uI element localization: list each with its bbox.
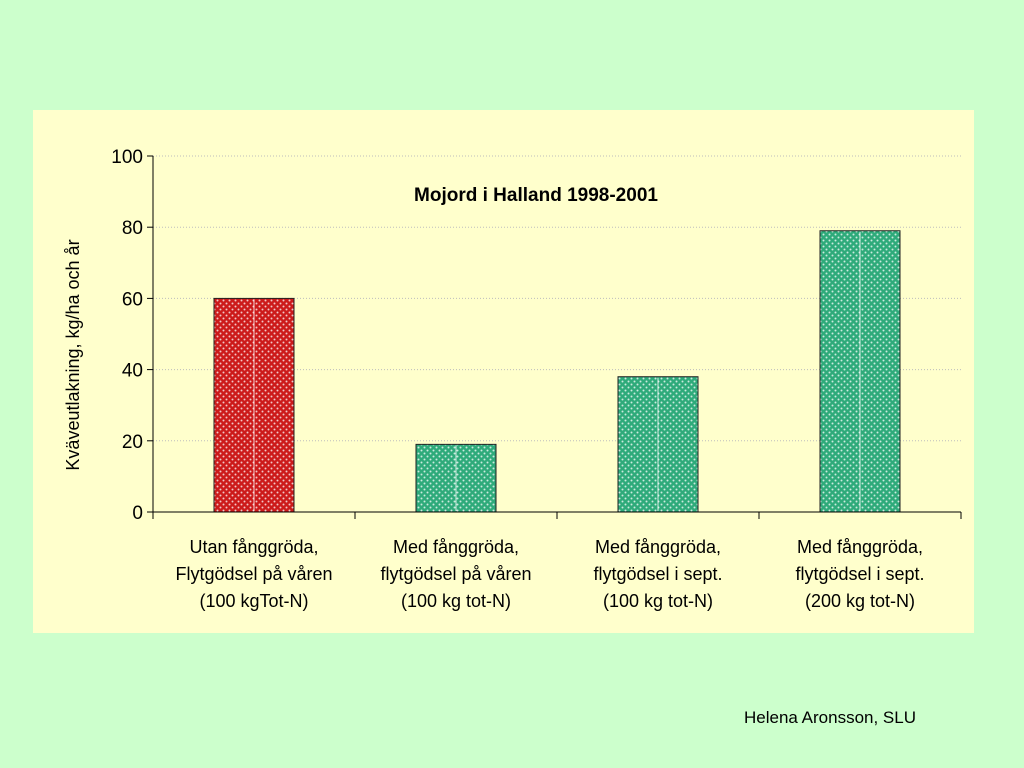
y-axis-label: Kväveutlakning, kg/ha och år	[63, 239, 83, 470]
y-tick-label: 20	[122, 432, 143, 453]
category-line: Flytgödsel på våren	[175, 564, 332, 584]
x-category-label: Med fånggröda, flytgödsel på våren (100 kg…	[380, 537, 531, 611]
chart-panel: 0 20 40 60 80 100 Utan fånggröda, Flytgödsel på…	[33, 110, 974, 633]
x-category-label: Med fånggröda, flytgödsel i sept. (200 kg …	[795, 537, 924, 611]
category-line: flytgödsel i sept.	[593, 564, 722, 584]
category-line: Med fånggröda,	[595, 537, 721, 557]
category-line: (200 kg tot-N)	[805, 591, 915, 611]
category-line: (100 kg tot-N)	[401, 591, 511, 611]
bar-chart: 0 20 40 60 80 100 Utan fånggröda, Flytgödsel på…	[63, 147, 962, 611]
y-tick-label: 40	[122, 361, 143, 382]
y-tick-label: 0	[132, 503, 143, 524]
author-credit: Helena Aronsson, SLU	[744, 708, 916, 727]
y-tick-label: 80	[122, 218, 143, 239]
chart-title: Mojord i Halland 1998-2001	[414, 185, 658, 206]
category-line: (100 kgTot-N)	[199, 591, 308, 611]
x-category-label: Med fånggröda, flytgödsel i sept. (100 kg …	[593, 537, 722, 611]
category-line: Med fånggröda,	[393, 537, 519, 557]
category-line: flytgödsel i sept.	[795, 564, 924, 584]
category-line: (100 kg tot-N)	[603, 591, 713, 611]
y-tick-label: 60	[122, 289, 143, 310]
category-line: flytgödsel på våren	[380, 564, 531, 584]
y-tick-label: 100	[111, 147, 143, 168]
category-line: Utan fånggröda,	[189, 537, 318, 557]
category-line: Med fånggröda,	[797, 537, 923, 557]
x-category-label: Utan fånggröda, Flytgödsel på våren (100 k…	[175, 537, 332, 611]
